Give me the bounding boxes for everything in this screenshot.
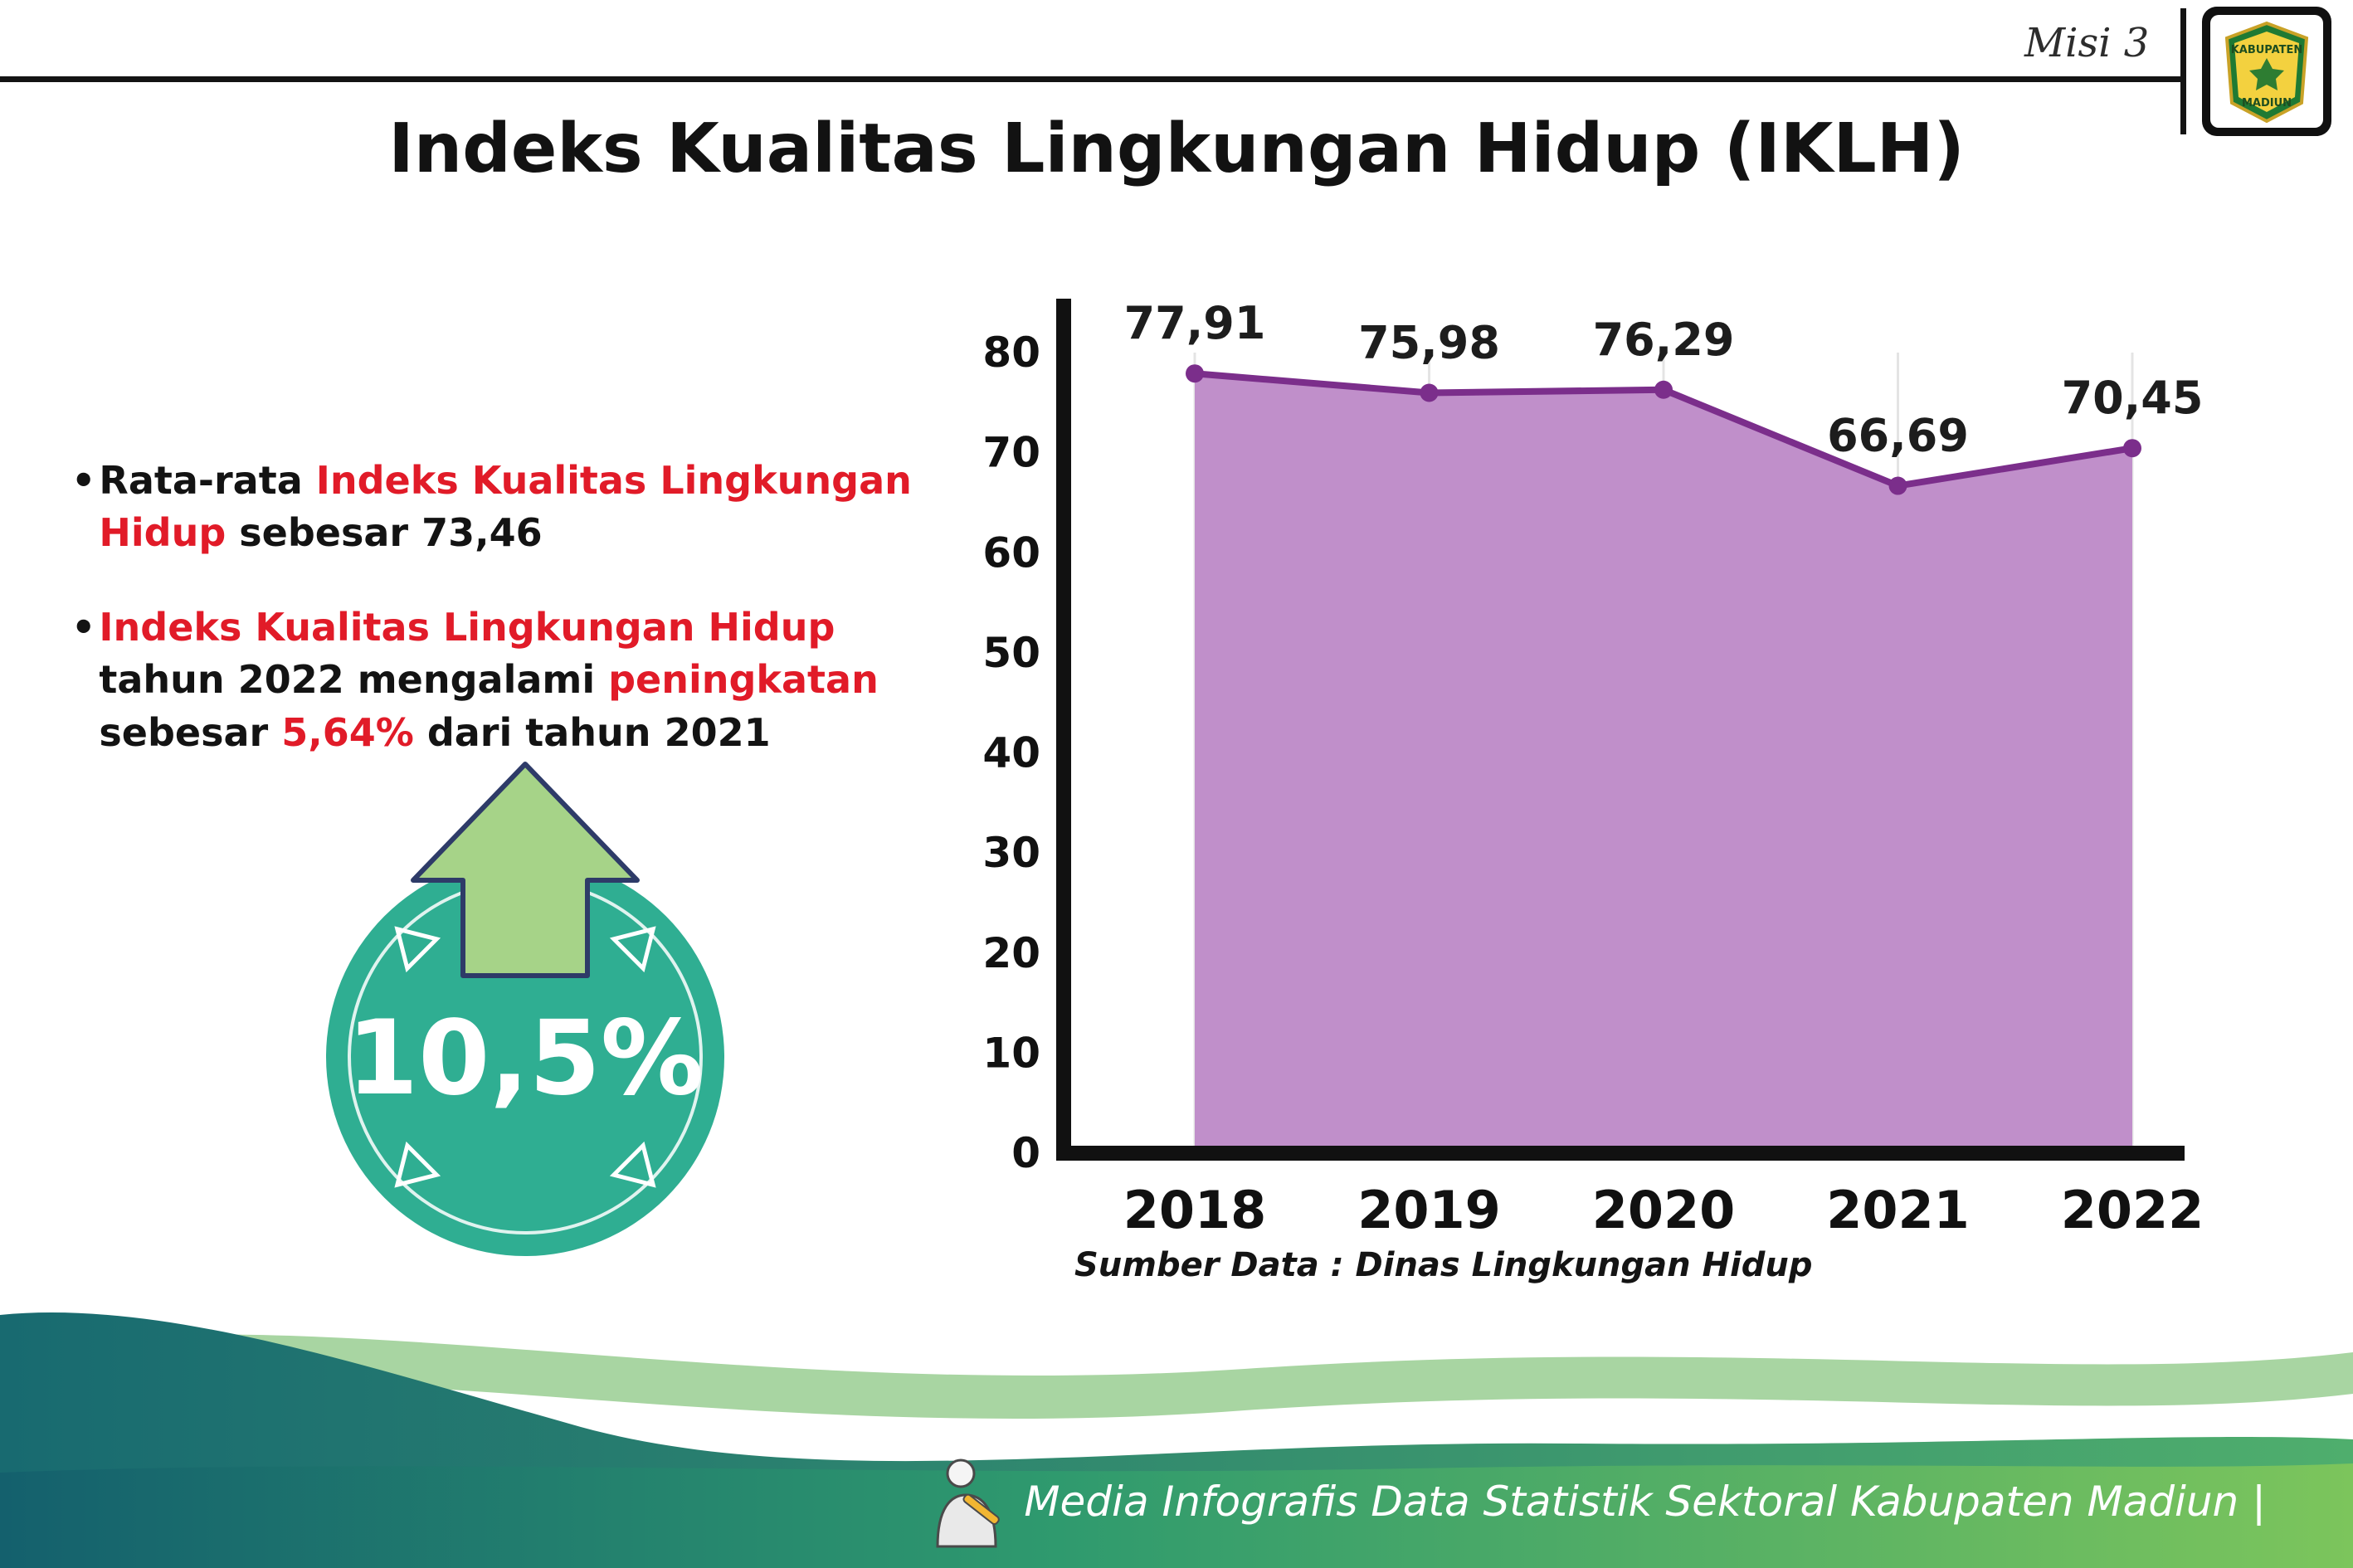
data-point <box>1186 364 1204 383</box>
footer-waves <box>0 1312 2353 1568</box>
y-tick-label: 50 <box>982 629 1040 677</box>
data-value-label: 77,91 <box>1124 297 1266 349</box>
bullet-increase-2022: • Indeks Kualitas Lingkungan Hidup tahun… <box>71 601 934 759</box>
x-tick-label: 2021 <box>1826 1180 1970 1240</box>
logo-top-text: KABUPATEN <box>2231 44 2303 56</box>
logo-corner-rule <box>2180 8 2186 134</box>
y-tick-label: 0 <box>1011 1129 1040 1177</box>
text-segment-red: Indeks Kualitas Lingkungan Hidup <box>99 604 835 650</box>
notes-block: • Rata-rata Indeks Kualitas Lingkungan H… <box>71 455 934 759</box>
logo-star <box>2249 58 2284 90</box>
misi-label: Misi 3 <box>2024 20 2150 66</box>
data-point <box>1888 476 1907 495</box>
x-tick-label: 2018 <box>1123 1180 1267 1240</box>
text-segment: sebesar <box>99 709 282 755</box>
badge-circle <box>326 858 724 1256</box>
header-rule <box>0 76 2182 82</box>
x-tick-label: 2022 <box>2061 1180 2204 1240</box>
data-value-label: 75,98 <box>1358 316 1500 368</box>
bullet-average-iklh: • Rata-rata Indeks Kualitas Lingkungan H… <box>71 455 934 560</box>
x-tick-labels: 2018 2019 2020 2021 2022 <box>1123 1180 2204 1240</box>
text-segment-red: Indeks Kualitas Lingkungan Hidup <box>99 458 912 556</box>
bullet-average-text: Rata-rata Indeks Kualitas Lingkungan Hid… <box>99 455 934 560</box>
bullet-increase-text: Indeks Kualitas Lingkungan Hidup tahun 2… <box>99 601 934 759</box>
chart-area-fill <box>1195 373 2132 1153</box>
badge-value: 10,5% <box>347 999 704 1118</box>
y-tick-label: 80 <box>982 329 1040 377</box>
text-segment: dari tahun 2021 <box>413 709 771 755</box>
y-tick-label: 70 <box>982 429 1040 477</box>
text-segment: Rata-rata <box>99 458 316 503</box>
data-value-label: 66,69 <box>1827 410 1969 462</box>
footer-band <box>0 1463 2353 1568</box>
y-tick-label: 20 <box>982 929 1040 977</box>
y-tick-label: 40 <box>982 729 1040 777</box>
y-tick-label: 10 <box>982 1029 1040 1077</box>
badge-tick-triangles <box>394 926 656 1188</box>
footer-credit: Media Infografis Data Statistik Sektoral… <box>924 1454 2266 1549</box>
text-segment-red: peningkatan <box>608 657 879 703</box>
text-segment: tahun 2022 mengalami <box>99 657 609 703</box>
data-source-label: Sumber Data : Dinas Lingkungan Hidup <box>1074 1246 1813 1284</box>
footer-credit-text: Media Infografis Data Statistik Sektoral… <box>1024 1477 2266 1526</box>
bullet-marker: • <box>71 458 96 503</box>
x-tick-label: 2020 <box>1592 1180 1736 1240</box>
x-axis <box>1056 1146 2185 1161</box>
chart-points: 77,91 75,98 76,29 66,69 70,45 <box>1124 297 2204 495</box>
x-tick-label: 2019 <box>1357 1180 1501 1240</box>
kabupaten-madiun-logo-icon: KABUPATEN MADIUN <box>2202 7 2331 136</box>
text-segment: sebesar 73,46 <box>226 510 543 556</box>
up-arrow-icon <box>411 762 640 978</box>
y-tick-label: 30 <box>982 829 1040 877</box>
data-point <box>1420 383 1439 402</box>
data-value-label: 70,45 <box>2062 372 2204 424</box>
y-axis <box>1056 299 1071 1161</box>
y-tick-labels: 0 10 20 30 40 50 60 70 80 <box>982 329 1040 1177</box>
page-title: Indeks Kualitas Lingkungan Hidup (IKLH) <box>388 110 1965 188</box>
mascot-writer-icon <box>936 1458 1001 1548</box>
bullet-marker: • <box>71 604 96 650</box>
data-value-label: 76,29 <box>1593 314 1735 366</box>
logo-bottom-text: MADIUN <box>2242 97 2292 110</box>
text-segment-red: 5,64% <box>281 709 414 755</box>
increase-badge: 10,5% <box>326 762 724 1256</box>
data-point <box>1654 380 1673 399</box>
iklh-area-chart: 77,91 75,98 76,29 66,69 70,45 0 10 20 30 40 50 60 70… <box>982 297 2204 1240</box>
y-tick-label: 60 <box>982 528 1040 577</box>
data-point <box>2123 439 2141 458</box>
